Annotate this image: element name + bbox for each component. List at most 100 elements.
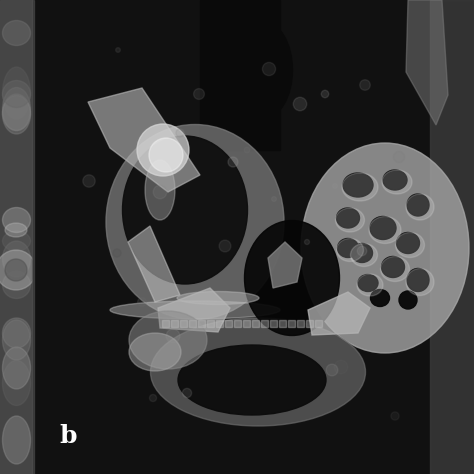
Ellipse shape [383, 170, 407, 190]
Ellipse shape [382, 170, 412, 194]
Polygon shape [268, 242, 302, 288]
Circle shape [360, 80, 370, 90]
Bar [189, 320, 196, 327]
Ellipse shape [2, 361, 30, 405]
Ellipse shape [177, 292, 259, 304]
Circle shape [83, 175, 95, 187]
Circle shape [113, 249, 121, 257]
Ellipse shape [406, 194, 434, 220]
Circle shape [149, 394, 156, 401]
Circle shape [393, 152, 404, 163]
Circle shape [326, 364, 338, 376]
Ellipse shape [358, 274, 378, 292]
Ellipse shape [2, 94, 30, 134]
Ellipse shape [399, 291, 417, 309]
Ellipse shape [350, 244, 377, 266]
Ellipse shape [2, 318, 30, 348]
Ellipse shape [5, 223, 27, 237]
Ellipse shape [2, 347, 30, 389]
Ellipse shape [2, 67, 30, 119]
Ellipse shape [2, 208, 30, 233]
Ellipse shape [342, 173, 378, 201]
Bar [171, 320, 178, 327]
Ellipse shape [2, 320, 30, 360]
Polygon shape [308, 292, 370, 335]
Ellipse shape [2, 95, 30, 130]
Bar [306, 320, 313, 327]
Circle shape [304, 239, 310, 245]
Ellipse shape [151, 318, 365, 426]
Bar [279, 320, 286, 327]
Circle shape [244, 147, 250, 153]
Bar [162, 320, 169, 327]
Circle shape [116, 48, 120, 52]
Circle shape [263, 63, 275, 76]
Bar [225, 320, 232, 327]
Circle shape [228, 157, 238, 167]
Circle shape [137, 298, 146, 306]
Ellipse shape [381, 256, 410, 282]
Ellipse shape [2, 231, 30, 251]
Bar [288, 320, 295, 327]
Circle shape [5, 259, 27, 281]
Ellipse shape [145, 160, 175, 220]
Ellipse shape [2, 272, 30, 299]
Ellipse shape [2, 81, 30, 108]
Ellipse shape [237, 22, 292, 118]
Circle shape [272, 197, 276, 201]
Ellipse shape [395, 233, 425, 257]
Ellipse shape [352, 244, 373, 263]
Polygon shape [406, 0, 448, 125]
Bar [261, 320, 268, 327]
Ellipse shape [129, 311, 207, 369]
Ellipse shape [2, 88, 30, 130]
Ellipse shape [137, 124, 189, 176]
Circle shape [0, 250, 36, 290]
Polygon shape [88, 88, 200, 192]
Ellipse shape [178, 345, 326, 415]
Ellipse shape [337, 238, 358, 257]
Circle shape [334, 360, 348, 374]
Ellipse shape [2, 241, 30, 277]
Ellipse shape [343, 173, 373, 197]
Text: b: b [59, 424, 77, 448]
Ellipse shape [122, 136, 247, 284]
Bar [200, 0, 280, 150]
Ellipse shape [337, 238, 364, 262]
Ellipse shape [149, 138, 183, 172]
Ellipse shape [357, 274, 383, 296]
Ellipse shape [110, 301, 280, 319]
Ellipse shape [406, 268, 434, 295]
Bar [198, 320, 205, 327]
Ellipse shape [301, 143, 469, 353]
Circle shape [193, 89, 204, 100]
Ellipse shape [106, 125, 284, 319]
Ellipse shape [2, 416, 30, 464]
Ellipse shape [396, 233, 419, 254]
Ellipse shape [407, 268, 429, 292]
Circle shape [357, 246, 367, 256]
Bar [430, 0, 474, 474]
Ellipse shape [336, 208, 365, 232]
Bar [252, 320, 259, 327]
Circle shape [176, 129, 184, 137]
Circle shape [153, 185, 167, 199]
Circle shape [166, 329, 180, 343]
Bar [270, 320, 277, 327]
Ellipse shape [371, 290, 390, 307]
Ellipse shape [369, 217, 401, 244]
Ellipse shape [407, 194, 429, 216]
Ellipse shape [2, 20, 30, 46]
Bar [0, 0, 33, 474]
Ellipse shape [129, 333, 181, 371]
Ellipse shape [245, 220, 339, 336]
Circle shape [293, 97, 307, 111]
Bar [243, 320, 250, 327]
Circle shape [182, 388, 191, 398]
Bar [297, 320, 304, 327]
Bar [216, 320, 223, 327]
Polygon shape [128, 226, 180, 302]
Circle shape [391, 412, 399, 420]
Ellipse shape [337, 208, 359, 228]
Bar [32, 0, 34, 474]
